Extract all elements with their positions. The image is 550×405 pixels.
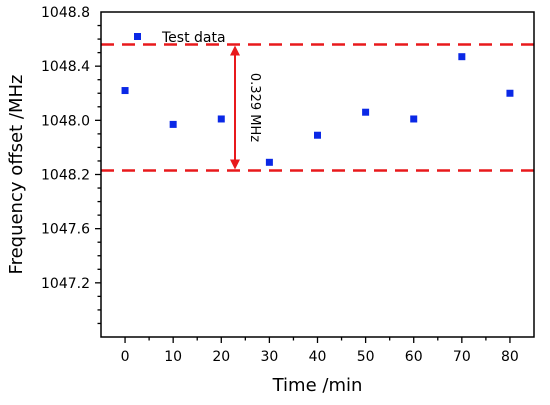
data-point (169, 120, 177, 128)
span-arrow-head-top (230, 45, 240, 56)
data-point (217, 115, 225, 123)
x-tick-label: 60 (405, 349, 423, 365)
x-tick-label: 20 (212, 349, 230, 365)
data-point (506, 89, 514, 97)
data-point (410, 115, 418, 123)
span-annotation-label: 0.329 MHz (247, 73, 262, 142)
plot-area: 0.329 MHz Test data (101, 30, 534, 172)
x-tick-label: 10 (164, 349, 182, 365)
data-point (265, 158, 273, 166)
x-tick-label: 30 (260, 349, 278, 365)
y-tick-label: 1048.4 (41, 59, 90, 75)
data-point (121, 87, 129, 95)
plot-frame (100, 11, 535, 338)
x-tick-label: 50 (357, 349, 375, 365)
y-axis-title: Frequency offset /MHz (6, 75, 27, 275)
y-tick-label: 1047.6 (41, 222, 90, 238)
legend-marker (134, 33, 141, 40)
span-arrow-head-bottom (230, 159, 240, 170)
x-axis-title: Time /min (272, 375, 363, 396)
x-tick-label: 0 (121, 349, 130, 365)
x-tick-label: 40 (309, 349, 327, 365)
y-tick-label: 1048.8 (41, 5, 90, 21)
data-point (362, 108, 370, 116)
x-tick-label: 70 (453, 349, 471, 365)
legend-label: Test data (161, 30, 226, 46)
y-tick-label: 1048.0 (41, 113, 90, 129)
y-tick-label: 1048.2 (41, 168, 90, 184)
x-tick-label: 80 (501, 349, 519, 365)
y-tick-label: 1047.2 (41, 276, 90, 292)
axes: 0 10 20 30 40 50 60 70 80 1047.2 1047.6 1048.2 1048.… (41, 5, 535, 365)
data-point (314, 131, 321, 139)
data-point (458, 53, 466, 61)
